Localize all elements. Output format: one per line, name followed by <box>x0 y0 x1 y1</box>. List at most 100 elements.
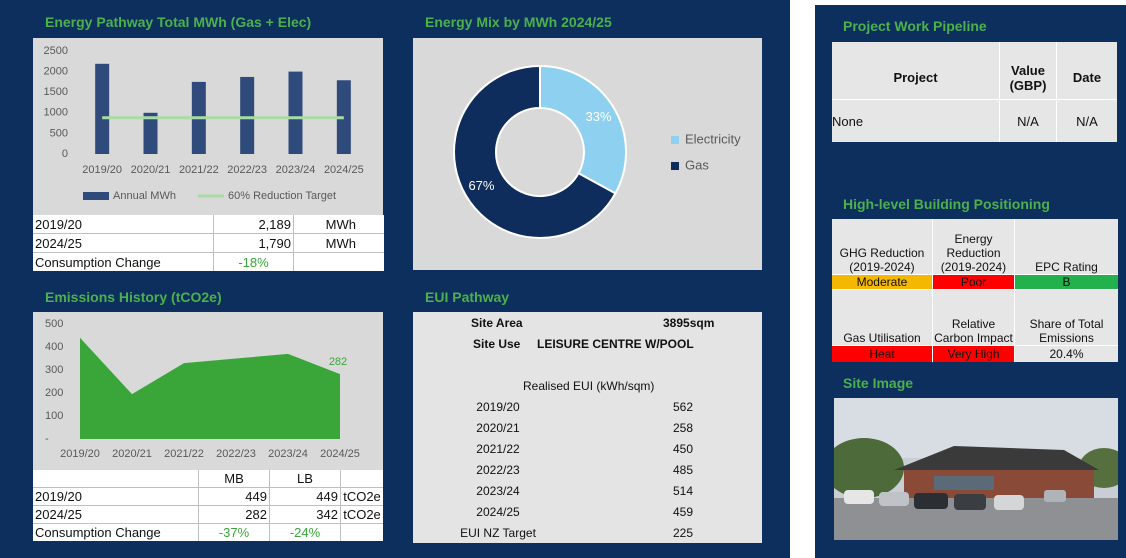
x-tick-label: 2023/24 <box>276 164 316 176</box>
position-label: Relative Carbon Impact <box>933 290 1014 345</box>
table-cell: Consumption Change <box>33 524 198 541</box>
table-cell: 449 <box>270 488 340 505</box>
panel-title: Energy Pathway Total MWh (Gas + Elec) <box>45 14 312 30</box>
eui-value: 485 <box>672 463 693 477</box>
emissions-table: MB LB 2019/20 449 449 tCO2e 2024/25 282 342 tCO2e… <box>33 470 383 541</box>
eui-value: 562 <box>672 400 693 414</box>
table-header: Value (GBP) <box>1000 42 1056 99</box>
position-label: Share of Total Emissions <box>1015 290 1118 345</box>
eui-year: 2021/22 <box>476 442 520 456</box>
pie-chart: 33% 67% Electricity Gas <box>413 38 762 270</box>
position-label: Gas Utilisation <box>832 290 932 345</box>
table-cell: 2019/20 <box>33 215 213 233</box>
table-cell: Consumption Change <box>33 253 213 271</box>
legend-swatch <box>671 136 679 144</box>
table-cell <box>294 253 384 271</box>
eui-year: 2020/21 <box>476 421 520 435</box>
x-tick-label: 2022/23 <box>227 164 267 176</box>
panel-title: Energy Mix by MWh 2024/25 <box>425 14 612 30</box>
x-tick-label: 2023/24 <box>268 448 308 460</box>
eui-value: LEISURE CENTRE W/POOL <box>537 337 694 351</box>
y-tick-label: 2500 <box>44 45 68 57</box>
y-tick-label: 2000 <box>44 66 68 78</box>
x-tick-label: 2020/21 <box>112 448 152 460</box>
bar-chart: 0 500 1000 1500 2000 2500 2019/20 2020/21 2021/2… <box>33 38 383 215</box>
site-photo <box>834 398 1118 540</box>
y-tick-label: 0 <box>62 148 68 160</box>
eui-value: 225 <box>672 526 693 540</box>
y-tick-label: 1500 <box>44 86 68 98</box>
donut-slice <box>453 64 617 239</box>
bar <box>240 76 255 154</box>
legend-label: Electricity <box>685 131 741 146</box>
eui-label: Site Area <box>471 316 523 330</box>
eui-value: 258 <box>672 421 693 435</box>
table-cell: 342 <box>270 506 340 523</box>
pipeline-table: Project Value (GBP) Date None N/A N/A <box>832 42 1117 142</box>
y-tick-label: 200 <box>45 387 63 399</box>
x-tick-label: 2019/20 <box>60 448 100 460</box>
y-tick-label: 100 <box>45 410 63 422</box>
position-rating: Poor <box>933 275 1014 289</box>
bar <box>95 63 110 154</box>
panel-title: Project Work Pipeline <box>843 18 987 34</box>
x-tick-label: 2020/21 <box>131 164 171 176</box>
x-tick-label: 2021/22 <box>164 448 204 460</box>
area <box>80 337 340 439</box>
panel-title: High-level Building Positioning <box>843 196 1050 212</box>
y-tick-label: 500 <box>45 318 63 330</box>
eui-year: 2024/25 <box>476 505 520 519</box>
table-header <box>33 470 198 487</box>
bar <box>143 112 158 154</box>
panel-title: Emissions History (tCO2e) <box>45 289 222 305</box>
energy-table: 2019/20 2,189 MWh 2024/25 1,790 MWh Consumptio… <box>33 215 384 271</box>
table-cell: N/A <box>1057 100 1117 142</box>
bar <box>288 71 303 154</box>
y-tick-label: - <box>45 433 49 445</box>
legend-label: Annual MWh <box>113 190 176 202</box>
donut-slice <box>539 64 627 195</box>
legend-label: Gas <box>685 157 709 172</box>
table-cell: 1,790 <box>214 234 293 252</box>
data-label: 33% <box>586 109 612 124</box>
table-cell: tCO2e <box>341 506 383 523</box>
area-chart: - 100 200 300 400 500 2019/20 2020/21 2021/22 202… <box>33 312 383 470</box>
table-cell: tCO2e <box>341 488 383 505</box>
legend-swatch <box>83 192 109 200</box>
table-cell: MWh <box>294 215 384 233</box>
x-tick-label: 2022/23 <box>216 448 256 460</box>
eui-heading: Realised EUI (kWh/sqm) <box>523 379 655 393</box>
legend-swatch <box>671 162 679 170</box>
y-tick-label: 300 <box>45 364 63 376</box>
table-header: Project <box>832 42 999 99</box>
x-tick-label: 2024/25 <box>320 448 360 460</box>
table-cell: -18% <box>214 253 293 271</box>
data-label: 282 <box>329 356 347 368</box>
table-cell: 2019/20 <box>33 488 198 505</box>
table-header: LB <box>270 470 340 487</box>
table-cell: 282 <box>199 506 269 523</box>
position-rating: Moderate <box>832 275 932 289</box>
position-rating: Heat <box>832 346 932 362</box>
legend-label: 60% Reduction Target <box>228 190 336 202</box>
table-cell: -24% <box>270 524 340 541</box>
x-tick-label: 2021/22 <box>179 164 219 176</box>
position-rating: B <box>1015 275 1118 289</box>
position-label: EPC Rating <box>1015 219 1118 274</box>
panel-title: EUI Pathway <box>425 289 510 305</box>
eui-year: 2019/20 <box>476 400 520 414</box>
table-header: Date <box>1057 42 1117 99</box>
y-tick-label: 400 <box>45 341 63 353</box>
y-tick-label: 500 <box>50 127 68 139</box>
table-cell: 2024/25 <box>33 234 213 252</box>
eui-value: 450 <box>672 442 693 456</box>
eui-panel: Site Area 3895sqm Site Use LEISURE CENTRE W… <box>413 312 762 543</box>
data-label: 67% <box>468 178 494 193</box>
y-tick-label: 1000 <box>44 107 68 119</box>
table-cell <box>341 524 383 541</box>
position-label: GHG Reduction (2019-2024) <box>832 219 932 274</box>
table-cell: -37% <box>199 524 269 541</box>
position-rating: 20.4% <box>1015 346 1118 362</box>
table-cell: 2,189 <box>214 215 293 233</box>
